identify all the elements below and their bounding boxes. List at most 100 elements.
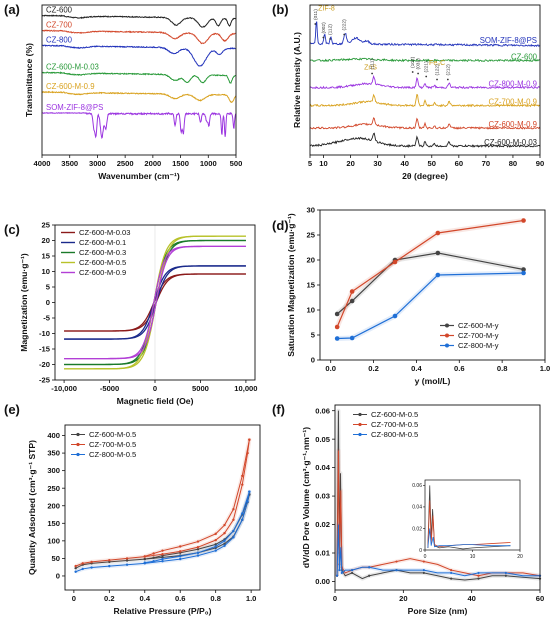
panel-e-data-point bbox=[179, 550, 182, 553]
panel-b-peak-marker bbox=[417, 72, 419, 75]
panel-d-y-axis-label: Saturation Magnetization (emu·g⁻¹) bbox=[286, 213, 296, 357]
panel-f-data-point bbox=[450, 571, 453, 575]
panel-d-x-tick-label: 0.2 bbox=[368, 364, 379, 373]
panel-c-x-tick-label: 0 bbox=[153, 384, 157, 393]
panel-e-data-point bbox=[246, 451, 249, 455]
panel-e-data-point bbox=[74, 564, 77, 568]
panel-a-series-line bbox=[41, 44, 236, 67]
panel-c-y-tick-label: -20 bbox=[39, 360, 50, 369]
panel-e-data-point bbox=[232, 529, 235, 533]
panel-c-legend-label: CZ-600-M-0.1 bbox=[79, 238, 126, 247]
panel-f-data-point bbox=[395, 568, 398, 572]
panel-c-y-axis-label: Magnetization (emu·g⁻¹) bbox=[19, 253, 29, 352]
panel-e-data-point bbox=[179, 557, 182, 561]
panel-e-data-point bbox=[241, 474, 244, 478]
panel-b-phase-label: ZnS bbox=[364, 65, 377, 72]
panel-c-x-axis-label: Magnetic field (Oe) bbox=[117, 396, 194, 406]
panel-d-data-point bbox=[349, 289, 355, 294]
panel-b-series-line bbox=[309, 117, 541, 130]
panel-e-y-tick-label: 250 bbox=[47, 484, 60, 493]
panel-e-y-tick-label: 200 bbox=[47, 501, 60, 510]
panel-b-peak-index: (111) bbox=[370, 59, 376, 70]
panel-b-peak-marker bbox=[436, 78, 438, 81]
panel-f-y-tick-label: 0.02 bbox=[315, 520, 330, 529]
panel-a-series-label: CZ-700 bbox=[46, 21, 73, 30]
panel-f-legend-marker bbox=[358, 412, 362, 417]
panel-f-data-point bbox=[422, 568, 425, 572]
panel-f-inset-y-tick-label: 0.02 bbox=[412, 526, 422, 532]
panel-e-data-point bbox=[90, 560, 93, 564]
panel-c-series-line bbox=[64, 245, 246, 360]
panel-e-data-point bbox=[143, 557, 146, 561]
panel-f-y-tick-label: 0.01 bbox=[315, 549, 331, 558]
panel-e-legend-label: CZ-600-M-0.5 bbox=[89, 430, 136, 439]
panel-e-data-point bbox=[214, 532, 217, 536]
panel-b-series-line bbox=[309, 57, 541, 63]
panel-f-data-point bbox=[368, 574, 371, 577]
panel-b-phase-label: Fe₃C bbox=[429, 60, 445, 67]
panel-c-legend-label: CZ-600-M-0.9 bbox=[79, 268, 126, 277]
panel-e-legend-marker bbox=[76, 442, 80, 447]
panel-a-series-label: CZ-600 bbox=[46, 6, 73, 15]
panel-e-x-tick-label: 0.8 bbox=[210, 594, 221, 603]
panel-f-y-tick-label: 0.00 bbox=[315, 577, 330, 586]
panel-d-data-point bbox=[435, 272, 441, 278]
panel-d-y-tick-label: 0 bbox=[311, 356, 315, 365]
panel-d-x-axis-label: y (mol/L) bbox=[415, 376, 451, 386]
panel-e-panel-label: (e) bbox=[4, 402, 20, 417]
panel-f-x-tick-label: 40 bbox=[467, 594, 475, 603]
panel-f-data-point bbox=[477, 571, 480, 575]
panel-b-peak-index: (212) bbox=[445, 64, 451, 76]
panel-d-data-point bbox=[435, 250, 441, 256]
panel-e-data-point bbox=[108, 558, 111, 562]
panel-f-data-point bbox=[477, 577, 480, 580]
panel-e-y-tick-label: 100 bbox=[47, 536, 60, 545]
panel-f-inset-x-tick-label: 10 bbox=[470, 554, 476, 560]
panel-c-y-tick-label: -25 bbox=[39, 376, 51, 385]
panel-a-series-label: SOM-ZIF-8@PS bbox=[46, 103, 103, 112]
panel-e-data-point bbox=[125, 557, 129, 560]
panel-d-data-point bbox=[349, 335, 355, 341]
panel-b-peak-index: (122) bbox=[435, 64, 441, 76]
panel-c-legend-label: CZ-600-M-0.5 bbox=[79, 258, 126, 267]
panel-f-inset-x-tick-label: 0 bbox=[424, 554, 427, 560]
panel-b-peak-marker bbox=[371, 72, 373, 75]
panel-f-panel-label: (f) bbox=[272, 402, 285, 417]
panel-e-data-point bbox=[161, 560, 164, 563]
panel-f-data-point bbox=[477, 574, 480, 577]
panel-f-data-point bbox=[422, 560, 425, 563]
panel-b-x-tick-label: 80 bbox=[509, 159, 517, 168]
panel-f-data-point bbox=[340, 571, 343, 575]
panel-f-legend-label: CZ-800-M-0.5 bbox=[371, 430, 418, 439]
panel-e-data-point bbox=[214, 549, 217, 552]
panel-b-x-tick-label: 70 bbox=[482, 159, 490, 168]
panel-e-y-tick-label: 150 bbox=[47, 519, 60, 528]
panel-b-peak-index: (011) bbox=[313, 9, 319, 20]
panel-d-y-tick-label: 20 bbox=[307, 256, 315, 265]
panel-d-x-tick-label: 0.8 bbox=[497, 364, 508, 373]
panel-c-y-tick-label: 5 bbox=[46, 283, 51, 292]
panel-a-series-line bbox=[41, 111, 237, 139]
panel-d-legend-marker bbox=[445, 343, 449, 348]
panel-f-inset-line bbox=[427, 500, 511, 548]
panel-c-y-tick-label: -5 bbox=[43, 314, 51, 323]
panel-a-x-tick-label: 500 bbox=[230, 159, 243, 168]
panel-c-y-tick-label: 25 bbox=[42, 221, 51, 230]
panel-f-frame bbox=[334, 404, 541, 591]
panel-c-y-tick-label: -10 bbox=[39, 329, 50, 338]
panel-f-data-point bbox=[338, 568, 341, 572]
panel-b-x-tick-label: 50 bbox=[428, 159, 436, 168]
panel-c-y-tick-label: 15 bbox=[42, 252, 51, 261]
panel-b-y-axis-label: Relative Intensity (A.U.) bbox=[292, 32, 302, 128]
panel-b-peak-index: (221) bbox=[424, 61, 430, 73]
panel-b-panel-label: (b) bbox=[272, 2, 289, 17]
panel-e-y-tick-label: 0 bbox=[56, 572, 60, 581]
panel-e-data-point bbox=[81, 567, 84, 571]
panel-b-frame bbox=[309, 4, 541, 156]
panel-f-inset-y-tick-label: 0 bbox=[419, 548, 422, 554]
panel-b-peak-index: (002) bbox=[321, 22, 327, 34]
panel-e-y-axis-label: Quantity Adsorbed (cm³·g⁻¹ STP) bbox=[27, 440, 37, 575]
panel-c-y-tick-label: 0 bbox=[46, 298, 50, 307]
panel-e-data-point bbox=[241, 512, 244, 515]
panel-b-series-label: SOM-ZIF-8@PS bbox=[480, 36, 537, 45]
